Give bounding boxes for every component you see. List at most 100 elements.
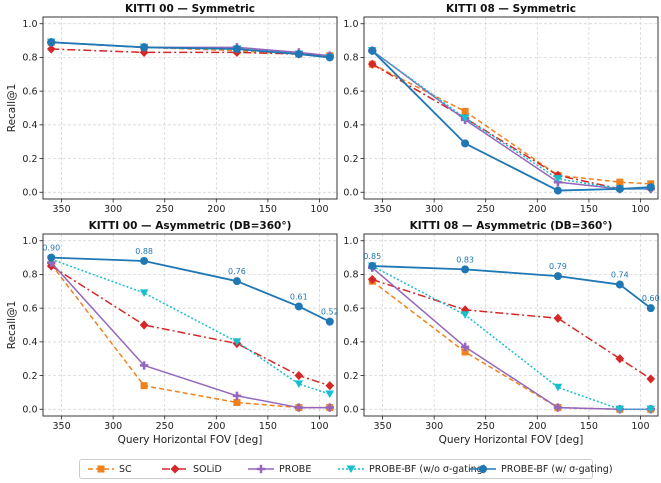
panel-4-probe-line <box>372 268 651 410</box>
panel-4-data-label: 0.60 <box>642 294 660 303</box>
panel-1-y-tick-label: 0.4 <box>22 120 37 131</box>
legend-item-sc: SC <box>88 460 132 478</box>
panel-2-y-tick-label: 0.0 <box>343 188 358 199</box>
panel-4-solid-point <box>554 314 563 323</box>
probe-marker-icon <box>248 464 274 474</box>
panel-1-chart: 350 300 250 200 150 100 0.0 0.2 0.4 0.6 0.8 1.0 KITT… <box>6 3 337 215</box>
panel-3-x-tick-label: 250 <box>156 421 174 432</box>
panel-2-x-tick-label: 250 <box>477 204 495 215</box>
panel-3-title: KITTI 00 — Asymmetric (DB=360°) <box>89 220 292 232</box>
panel-1-y-tick-label: 0.2 <box>22 154 37 165</box>
panel-4-probe-bf-w-gating-point <box>616 281 624 289</box>
panel-3-x-tick-label: 350 <box>52 421 70 432</box>
panel-4-probe-bf-w-o-gating-point <box>554 384 563 392</box>
panel-1-x-tick-label: 300 <box>104 204 122 215</box>
panel-1-probe-bf-w-gating-point <box>326 53 334 61</box>
panel-3-data-label: 0.90 <box>42 244 60 253</box>
panel-3-sc-line <box>51 264 330 407</box>
panel-1-y-tick-label: 1.0 <box>22 19 37 30</box>
panel-3-y-tick-label: 0.8 <box>22 270 37 281</box>
panel-1-x-tick-label: 150 <box>259 204 277 215</box>
panel-3-probe-bf-w-gating-point <box>233 277 241 285</box>
panel-4-solid-line <box>372 280 651 379</box>
panel-2-probe-bf-w-gating-line <box>372 51 651 191</box>
solid-marker-icon <box>162 464 188 474</box>
legend-item-probe-bf-gating: PROBE-BF (w/ σ-gating) <box>470 460 613 478</box>
panel-4-y-tick-label: 0.2 <box>343 371 358 382</box>
panel-1-probe-bf-w-gating-point <box>140 43 148 51</box>
panel-3-sc-point <box>233 399 240 406</box>
panel-4-probe-bf-w-gating-point <box>647 304 655 312</box>
panel-4-chart: 350 300 250 200 150 1000.00.20.40.60.81.0KITT… <box>343 220 659 446</box>
panel-2-title: KITTI 08 — Symmetric <box>446 3 576 15</box>
panel-3-probe-bf-w-gating-point <box>47 254 55 262</box>
panel-4-probe-bf-w-gating-point <box>368 262 376 270</box>
panel-3-y-tick-label: 0.2 <box>22 371 37 382</box>
panel-3-y-tick-label: 1.0 <box>22 236 37 247</box>
panel-4-y-tick-label: 1.0 <box>343 236 358 247</box>
panel-4-y-tick-label: 0.0 <box>343 405 358 416</box>
panel-4-x-axis-label: Query Horizontal FOV [deg] <box>439 434 584 446</box>
panel-3-plot-frame <box>43 234 337 416</box>
panel-4-x-tick-label: 350 <box>373 421 391 432</box>
panel-2-chart: 350 300 250 200 150 1000.00.20.40.60.81.0KITT… <box>343 3 658 215</box>
panel-2-x-tick-label: 350 <box>373 204 391 215</box>
panel-1-y-tick-label: 0.0 <box>22 188 37 199</box>
sc-marker-icon <box>88 464 114 474</box>
panel-4-y-tick-label: 0.4 <box>343 337 358 348</box>
panel-2-y-tick-label: 1.0 <box>343 19 358 30</box>
panel-3-y-tick-label: 0.4 <box>22 337 37 348</box>
panel-3-x-axis-label: Query Horizontal FOV [deg] <box>118 434 263 446</box>
panel-4-x-tick-label: 150 <box>580 421 598 432</box>
panel-1-title: KITTI 00 — Symmetric <box>125 3 255 15</box>
panel-2-probe-line <box>372 51 651 189</box>
panel-2-y-tick-label: 0.6 <box>343 86 358 97</box>
panel-2-probe-bf-w-gating-point <box>368 47 376 55</box>
legend-label-probe: PROBE <box>279 464 311 475</box>
panel-2-probe-bf-w-gating-point <box>616 185 624 193</box>
legend: SC SOLiD PROBE PROBE-BF (w/o σ-gating) P… <box>79 459 593 479</box>
panel-3-y-tick-label: 0.6 <box>22 303 37 314</box>
panel-3-solid-point <box>295 371 304 380</box>
panel-3-solid-point <box>140 320 149 329</box>
panel-2-x-tick-label: 200 <box>528 204 546 215</box>
panel-4-plot-frame <box>364 234 658 416</box>
panel-4-solid-point <box>616 354 625 363</box>
panel-3-solid-line <box>51 266 330 386</box>
panel-2-probe-bf-w-gating-point <box>554 187 562 195</box>
panel-3-data-label: 0.88 <box>135 247 153 256</box>
panel-2-y-tick-label: 0.4 <box>343 120 358 131</box>
panel-1-probe-bf-w-gating-line <box>51 42 330 57</box>
panel-4-probe-bf-w-gating-point <box>461 265 469 273</box>
legend-item-solid: SOLiD <box>162 460 222 478</box>
panel-4-sc-line <box>372 281 651 409</box>
legend-label-solid: SOLiD <box>193 464 222 475</box>
panel-3-x-tick-label: 150 <box>259 421 277 432</box>
panel-1-probe-bf-w-gating-point <box>233 45 241 53</box>
panel-1-y-tick-label: 0.8 <box>22 53 37 64</box>
panel-3-y-axis-label: Recall@1 <box>6 301 18 350</box>
panel-3-probe-bf-w-o-gating-line <box>51 259 330 394</box>
panel-3-x-tick-label: 100 <box>310 421 328 432</box>
panel-3-x-tick-label: 300 <box>104 421 122 432</box>
legend-item-probe-bf-no-gating: PROBE-BF (w/o σ-gating) <box>338 460 486 478</box>
panel-1-x-tick-label: 100 <box>310 204 328 215</box>
panel-4-data-label: 0.74 <box>611 271 629 280</box>
panel-3-data-label: 0.76 <box>228 267 246 276</box>
panel-1-x-tick-label: 200 <box>207 204 225 215</box>
panel-3-data-label: 0.52 <box>321 308 339 317</box>
panel-3-probe-point <box>233 392 241 400</box>
panel-4-probe-bf-w-gating-point <box>554 272 562 280</box>
panel-2-probe-bf-w-gating-point <box>647 183 655 191</box>
panel-3-probe-line <box>51 263 330 408</box>
legend-label-probe-bf-gating: PROBE-BF (w/ σ-gating) <box>501 464 613 475</box>
panel-4-solid-point <box>646 374 655 383</box>
panel-1-y-axis-label: Recall@1 <box>6 84 18 133</box>
legend-label-probe-bf-no-gating: PROBE-BF (w/o σ-gating) <box>369 464 486 475</box>
panel-3-probe-bf-w-gating-point <box>140 257 148 265</box>
panel-2-y-tick-label: 0.8 <box>343 53 358 64</box>
panel-2-x-tick-label: 150 <box>580 204 598 215</box>
panel-2-probe-bf-w-o-gating-line <box>372 51 651 189</box>
panel-4-data-label: 0.83 <box>456 255 474 264</box>
